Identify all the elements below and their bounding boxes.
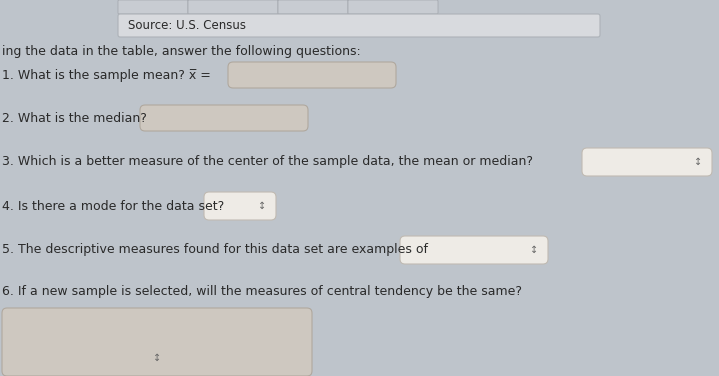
Text: 2. What is the median?: 2. What is the median? bbox=[2, 112, 147, 124]
FancyBboxPatch shape bbox=[400, 236, 548, 264]
Text: ↕: ↕ bbox=[258, 201, 266, 211]
FancyBboxPatch shape bbox=[188, 0, 278, 14]
Text: Source: U.S. Census: Source: U.S. Census bbox=[128, 19, 246, 32]
Text: ing the data in the table, answer the following questions:: ing the data in the table, answer the fo… bbox=[2, 45, 361, 59]
Text: 6. If a new sample is selected, will the measures of central tendency be the sam: 6. If a new sample is selected, will the… bbox=[2, 285, 522, 299]
FancyBboxPatch shape bbox=[118, 14, 600, 37]
FancyBboxPatch shape bbox=[228, 62, 396, 88]
FancyBboxPatch shape bbox=[204, 192, 276, 220]
Text: 3. Which is a better measure of the center of the sample data, the mean or media: 3. Which is a better measure of the cent… bbox=[2, 156, 533, 168]
FancyBboxPatch shape bbox=[278, 0, 348, 14]
FancyBboxPatch shape bbox=[582, 148, 712, 176]
FancyBboxPatch shape bbox=[2, 308, 312, 376]
FancyBboxPatch shape bbox=[140, 105, 308, 131]
Text: 4. Is there a mode for the data set?: 4. Is there a mode for the data set? bbox=[2, 200, 224, 212]
FancyBboxPatch shape bbox=[348, 0, 438, 14]
Text: ↕: ↕ bbox=[530, 245, 538, 255]
FancyBboxPatch shape bbox=[118, 0, 188, 14]
Text: 1. What is the sample mean? x̅ =: 1. What is the sample mean? x̅ = bbox=[2, 68, 211, 82]
Text: ↕: ↕ bbox=[694, 157, 702, 167]
Text: ↕: ↕ bbox=[153, 353, 161, 363]
Text: 5. The descriptive measures found for this data set are examples of: 5. The descriptive measures found for th… bbox=[2, 244, 428, 256]
